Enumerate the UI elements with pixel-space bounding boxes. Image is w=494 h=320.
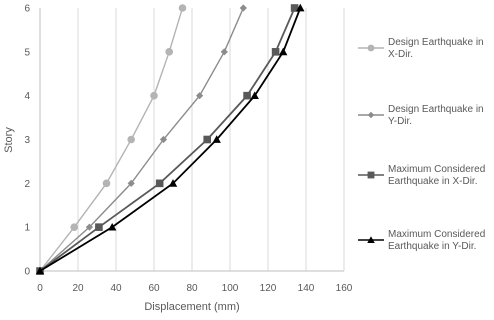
square-marker [203, 135, 211, 144]
triangle-marker [296, 3, 305, 12]
y-tick-label: 3 [24, 135, 30, 146]
data-series [35, 3, 305, 275]
legend-label: Maximum Considered [388, 229, 485, 240]
y-tick-label: 6 [24, 4, 30, 15]
x-tick-label: 0 [37, 283, 43, 294]
y-axis-title: Story [3, 127, 15, 153]
square-marker [367, 171, 375, 179]
series-4 [35, 3, 305, 275]
x-axis-title: Displacement (mm) [144, 301, 239, 313]
triangle-marker [35, 266, 45, 275]
legend-item-1: Design Earthquake inX-Dir. [358, 37, 484, 60]
legend-label: Earthquake in X-Dir. [388, 176, 478, 187]
circle-marker [367, 44, 375, 52]
x-tick-label: 60 [148, 283, 160, 294]
circle-marker [150, 91, 158, 100]
triangle-marker [279, 47, 288, 56]
legend: Design Earthquake inX-Dir.Design Earthqu… [358, 37, 485, 252]
x-tick-label: 120 [260, 283, 277, 294]
square-marker [155, 179, 164, 188]
y-tick-label: 0 [24, 267, 30, 278]
diamond-marker [85, 223, 93, 231]
square-marker [271, 48, 280, 56]
diamond-marker [220, 48, 228, 56]
triangle-marker [212, 135, 221, 143]
x-tick-label: 100 [222, 283, 239, 294]
diamond-marker [239, 4, 247, 12]
square-marker [243, 91, 251, 100]
x-tick-label: 160 [336, 283, 353, 294]
x-tick-label: 40 [110, 283, 122, 294]
y-tick-label: 1 [24, 223, 30, 234]
legend-item-2: Design Earthquake inY-Dir. [358, 104, 484, 127]
diamond-marker [196, 92, 204, 100]
y-tick-label: 5 [24, 47, 30, 58]
legend-label: Design Earthquake in [388, 37, 484, 48]
legend-label: X-Dir. [388, 49, 413, 60]
circle-marker [127, 135, 135, 144]
legend-label: Maximum Considered [388, 164, 485, 175]
triangle-marker [367, 236, 375, 244]
y-tick-label: 2 [24, 179, 30, 190]
triangle-marker [168, 179, 178, 187]
circle-marker [102, 179, 111, 188]
square-marker [95, 223, 103, 231]
x-tick-label: 20 [72, 283, 84, 294]
diamond-marker [367, 111, 375, 119]
triangle-marker [250, 91, 259, 100]
legend-label: Earthquake in Y-Dir. [388, 241, 476, 252]
x-tick-label: 140 [298, 283, 315, 294]
triangle-marker [108, 222, 117, 231]
legend-label: Y-Dir. [388, 116, 412, 127]
x-tick-label: 80 [186, 283, 198, 294]
series-3 [36, 4, 299, 275]
square-marker [290, 4, 299, 12]
y-tick-label: 4 [24, 91, 30, 102]
circle-marker [178, 4, 187, 12]
circle-marker [70, 223, 78, 231]
tick-labels: 0 20 40 60 80 100 120 140 160 0 1 2 3 4 5 6 [24, 4, 352, 295]
diamond-marker [159, 135, 168, 144]
legend-label: Design Earthquake in [388, 104, 484, 115]
gridlines [77, 8, 345, 271]
diamond-marker [127, 179, 135, 187]
circle-marker [165, 48, 173, 56]
